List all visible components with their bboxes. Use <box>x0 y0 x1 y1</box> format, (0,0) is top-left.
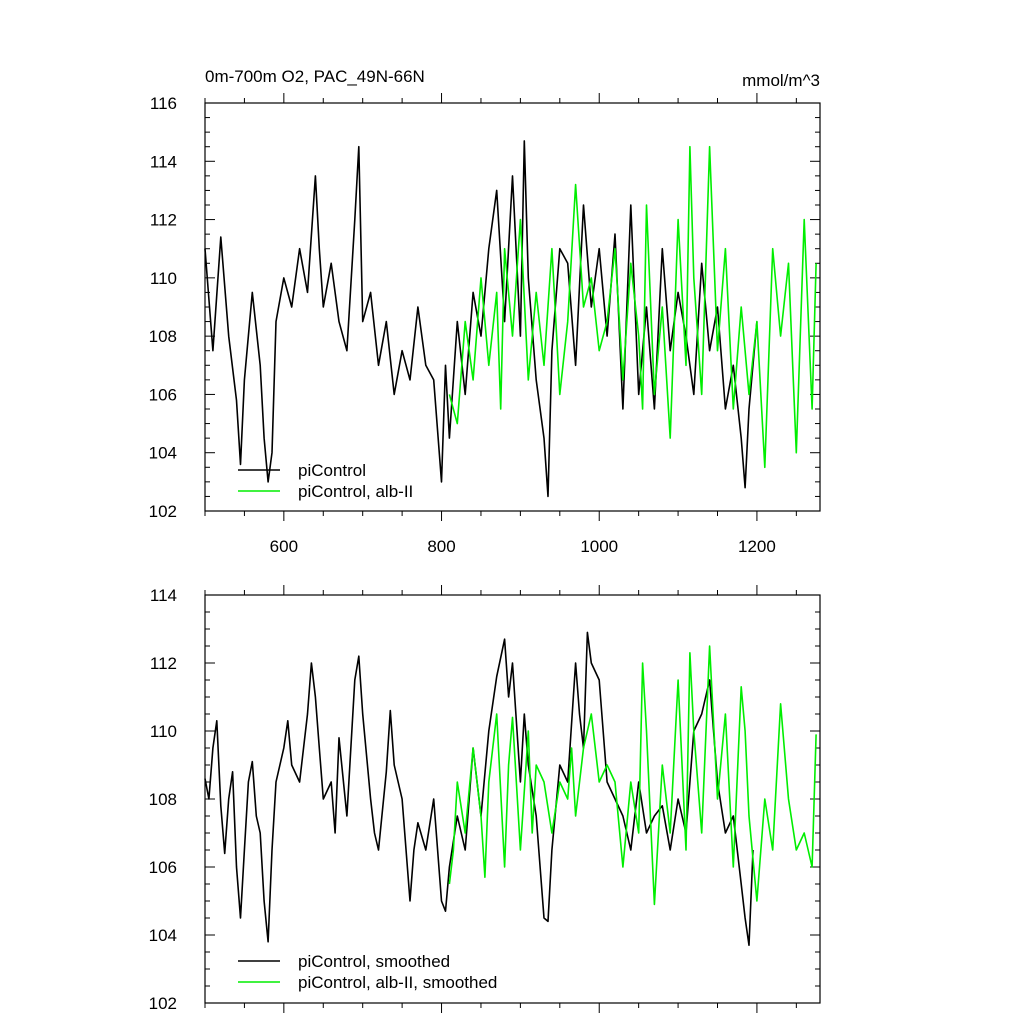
y-tick-label: 102 <box>149 502 177 521</box>
plot-frame <box>204 594 821 1004</box>
top-panel: 600 800 1000 1200 102 104 106 108 110 112 114 116 pi… <box>149 93 821 556</box>
y-tick-label: 114 <box>150 152 177 171</box>
y-tick-label: 108 <box>149 327 177 346</box>
y-tick-label: 116 <box>150 94 177 113</box>
x-tick-label: 800 <box>427 537 455 556</box>
y-tick-label: 110 <box>150 269 177 288</box>
y-tick-label: 104 <box>149 926 177 945</box>
series-line-picontrol <box>204 631 754 947</box>
units-label: mmol/m^3 <box>742 71 820 90</box>
y-tick-label: 102 <box>149 994 177 1013</box>
legend-label: piControl <box>298 461 366 480</box>
y-tick-label: 114 <box>150 586 177 605</box>
series-line-alb-ii <box>448 645 817 906</box>
y-tick-label: 106 <box>149 385 177 404</box>
legend-label: piControl, alb-II <box>298 482 413 501</box>
x-tick-label: 600 <box>270 537 298 556</box>
x-tick-label: 1200 <box>738 537 776 556</box>
y-tick-label: 112 <box>150 654 177 673</box>
legend-label: piControl, smoothed <box>298 952 450 971</box>
y-tick-label: 108 <box>149 790 177 809</box>
y-tick-label: 106 <box>149 858 177 877</box>
y-tick-label: 110 <box>150 722 177 741</box>
x-tick-label: 1000 <box>580 537 618 556</box>
series-line-picontrol <box>204 140 758 498</box>
chart-title: 0m-700m O2, PAC_49N-66N <box>205 67 425 86</box>
bottom-panel: 102 104 106 108 110 112 114 piControl, smoothed… <box>149 585 821 1013</box>
series-line-alb-ii <box>448 145 817 469</box>
y-tick-label: 104 <box>149 444 177 463</box>
legend-label: piControl, alb-II, smoothed <box>298 973 497 992</box>
y-tick-label: 112 <box>150 211 177 230</box>
